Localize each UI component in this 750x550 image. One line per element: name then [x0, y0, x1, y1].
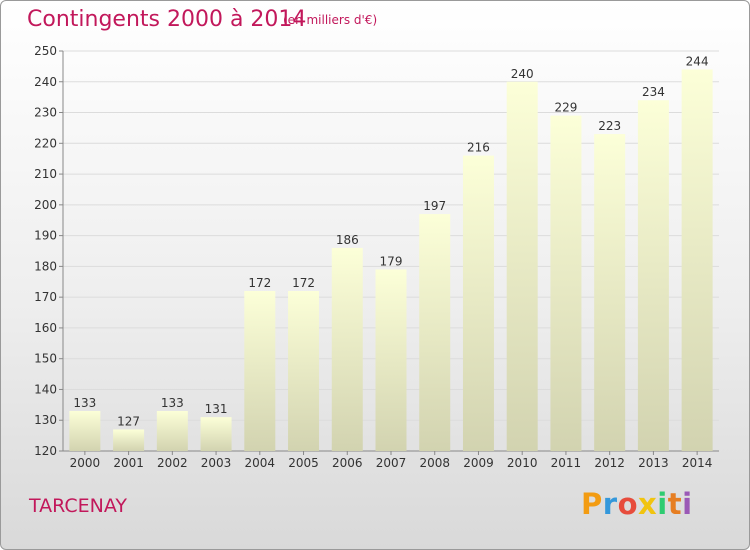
bar-value-label: 234	[642, 85, 665, 99]
bar-2008	[419, 214, 451, 451]
bar-value-label: 172	[248, 276, 271, 290]
logo-letter: t	[667, 487, 683, 521]
data-labels: 133 127 133 131 172 172 186 179 197 216 240 229 223 2…	[73, 54, 708, 428]
bar-2011	[550, 115, 582, 451]
x-tick-label: 2004	[245, 456, 276, 470]
bar-value-label: 179	[380, 254, 403, 268]
y-tick-label: 210	[34, 167, 57, 181]
x-tick-label: 2010	[507, 456, 538, 470]
bar-2007	[375, 269, 407, 451]
chart-subtitle: (en milliers d'€)	[283, 13, 378, 27]
bar-2004	[244, 291, 276, 451]
x-tick-label: 2013	[638, 456, 669, 470]
bar-2005	[288, 291, 320, 451]
bar-value-label: 172	[292, 276, 315, 290]
commune-name: TARCENAY	[29, 495, 127, 517]
bar-2013	[637, 100, 669, 451]
bar-value-label: 127	[117, 414, 140, 428]
bar-value-label: 197	[423, 199, 446, 213]
bar-value-label: 223	[598, 119, 621, 133]
y-tick-label: 230	[34, 106, 57, 120]
x-tick-label: 2005	[288, 456, 319, 470]
y-tick-label: 140	[34, 382, 57, 396]
logo-letter: o	[617, 487, 639, 521]
x-tick-label: 2002	[157, 456, 188, 470]
logo-letter: x	[638, 487, 658, 521]
x-tick-labels: 2000 2001 2002 2003 2004 2005 2006 2007 2008 2009…	[70, 456, 713, 470]
y-tick-label: 250	[34, 44, 57, 58]
bar-2003	[200, 417, 232, 451]
bar-value-label: 133	[73, 396, 96, 410]
chart-title: Contingents 2000 à 2014	[27, 7, 307, 32]
bar-2010	[506, 81, 538, 452]
bar-value-label: 186	[336, 233, 359, 247]
logo-letter: r	[602, 487, 618, 521]
bar-2000	[69, 411, 101, 451]
bar-2009	[462, 155, 494, 451]
x-tick-label: 2007	[376, 456, 407, 470]
bar-2001	[113, 429, 145, 451]
x-tick-label: 2012	[594, 456, 625, 470]
logo-letter: i	[657, 487, 668, 521]
y-tick-label: 200	[34, 198, 57, 212]
y-tick-label: 150	[34, 352, 57, 366]
y-tick-labels: 120 130 140 150 160 170 180 190 200 210 220 230 240 2…	[34, 44, 57, 458]
y-tick-label: 190	[34, 229, 57, 243]
logo-letter: P	[581, 487, 603, 521]
bar-value-label: 131	[205, 402, 228, 416]
x-tick-label: 2000	[70, 456, 101, 470]
bar-value-label: 133	[161, 396, 184, 410]
x-tick-label: 2011	[551, 456, 582, 470]
y-tick-label: 120	[34, 444, 57, 458]
x-tick-label: 2009	[463, 456, 494, 470]
bar-value-label: 216	[467, 141, 490, 155]
bar-2012	[594, 134, 626, 452]
bar-value-label: 244	[686, 54, 709, 68]
bar-2014	[681, 69, 713, 451]
y-tick-label: 240	[34, 75, 57, 89]
y-tick-label: 180	[34, 259, 57, 273]
logo-letter: i	[682, 487, 693, 521]
bar-2006	[331, 247, 363, 451]
bars	[69, 69, 713, 452]
y-tick-label: 160	[34, 321, 57, 335]
proxiti-logo: Proxiti	[581, 487, 693, 521]
x-tick-label: 2014	[682, 456, 713, 470]
bar-value-label: 229	[554, 101, 577, 115]
y-tick-label: 130	[34, 413, 57, 427]
bar-2002	[156, 411, 188, 451]
y-tick-label: 170	[34, 290, 57, 304]
y-tick-label: 220	[34, 136, 57, 150]
bar-value-label: 240	[511, 67, 534, 81]
x-tick-label: 2001	[113, 456, 144, 470]
x-tick-label: 2006	[332, 456, 363, 470]
x-tick-label: 2003	[201, 456, 232, 470]
x-tick-label: 2008	[419, 456, 450, 470]
